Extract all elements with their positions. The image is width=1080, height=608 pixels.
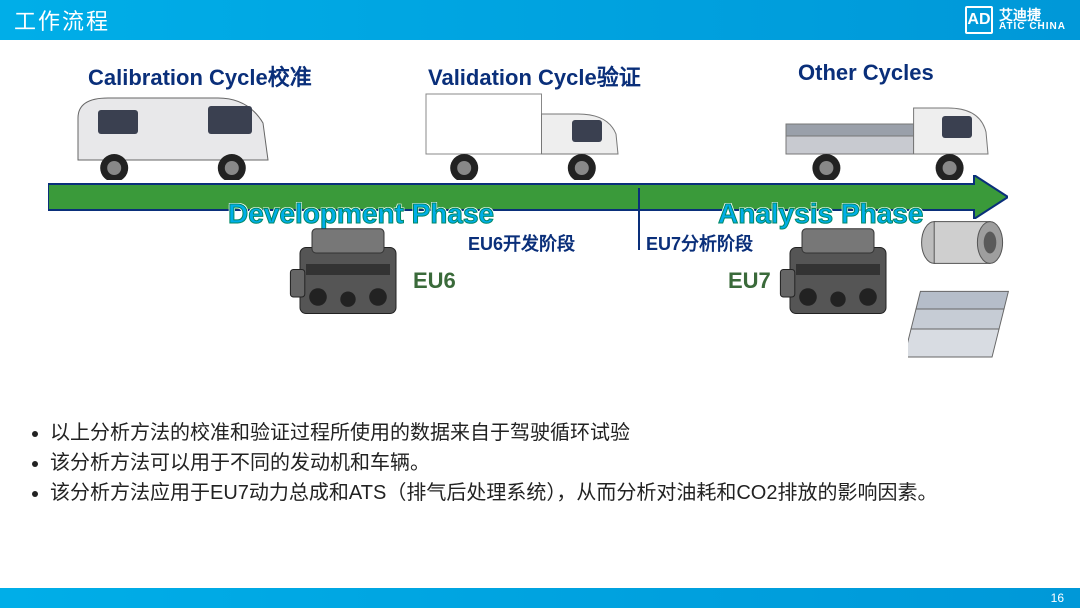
footer-bar: 16 [0,588,1080,608]
eu-label: EU6 [413,268,456,294]
eu-label: EU7 [728,268,771,294]
bullet-item: 该分析方法应用于EU7动力总成和ATS（排气后处理系统），从而分析对油耗和CO2… [50,478,1038,508]
vehicle-flatbed [778,88,998,185]
page-number: 16 [1051,591,1064,605]
title-bar: 工作流程 AD 艾迪捷 ATIC CHINA [0,0,1080,40]
vehicle-box-truck [418,88,628,185]
component-stack [908,285,1018,370]
phase-sublabel: EU7分析阶段 [646,230,753,256]
phase-divider [638,188,640,250]
phase-sublabel: EU6开发阶段 [468,230,575,256]
engine-icon [288,220,408,330]
workflow-diagram: Calibration Cycle校准Validation Cycle验证Oth… [38,60,1038,390]
component-cylinder [918,215,1008,275]
logo-en: ATIC CHINA [999,22,1066,32]
cycle-label: Other Cycles [798,60,934,86]
page-title: 工作流程 [14,4,110,36]
bullet-item: 该分析方法可以用于不同的发动机和车辆。 [50,448,1038,478]
logo-cn: 艾迪捷 [999,8,1066,22]
logo-mark: AD [965,6,993,34]
engine-icon [778,220,898,330]
bullet-list: 以上分析方法的校准和验证过程所使用的数据来自于驾驶循环试验该分析方法可以用于不同… [28,418,1038,508]
vehicle-van [68,88,278,185]
brand-logo: AD 艾迪捷 ATIC CHINA [965,6,1066,34]
bullet-item: 以上分析方法的校准和验证过程所使用的数据来自于驾驶循环试验 [50,418,1038,448]
